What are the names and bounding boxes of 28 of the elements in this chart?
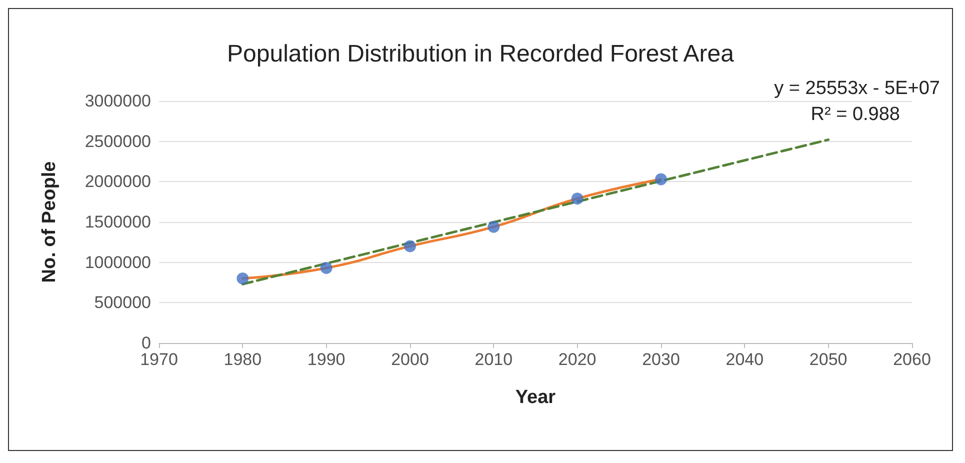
y-tick-label: 500000 bbox=[94, 293, 151, 312]
x-tick-label: 2060 bbox=[893, 350, 931, 369]
y-tick-label: 2000000 bbox=[84, 172, 151, 192]
y-tick-label: 0 bbox=[142, 334, 151, 352]
y-tick-label: 1500000 bbox=[84, 212, 151, 232]
point bbox=[320, 262, 332, 274]
point bbox=[236, 272, 249, 284]
annotation: R² = 0.988 bbox=[810, 104, 900, 125]
x-tick-label: 2010 bbox=[474, 350, 513, 369]
x-tick-label: 1980 bbox=[224, 350, 262, 369]
y-tick-label: 2500000 bbox=[84, 132, 151, 151]
chart-title: Population Distribution in Recorded Forest Area bbox=[227, 40, 735, 68]
x-tick-label: 1990 bbox=[307, 350, 346, 369]
y-axis-title: No. of People bbox=[39, 161, 60, 283]
x-tick-label: 2050 bbox=[809, 350, 848, 369]
y-tick-label: 1000000 bbox=[84, 252, 151, 272]
x-tick-label: 2030 bbox=[642, 350, 680, 369]
point bbox=[404, 240, 416, 252]
text: y = 25553x - 5E+07 bbox=[774, 78, 940, 99]
point bbox=[571, 192, 584, 205]
point bbox=[488, 220, 500, 233]
x-tick-label: 2020 bbox=[558, 350, 596, 369]
point bbox=[655, 173, 667, 186]
x-tick-label: 2000 bbox=[391, 350, 429, 369]
y-tick-label: 3000000 bbox=[84, 92, 151, 110]
x-tick-label: 2040 bbox=[726, 350, 764, 369]
x-axis-title: Year bbox=[515, 387, 556, 408]
x-tick-label: 1970 bbox=[140, 350, 178, 369]
